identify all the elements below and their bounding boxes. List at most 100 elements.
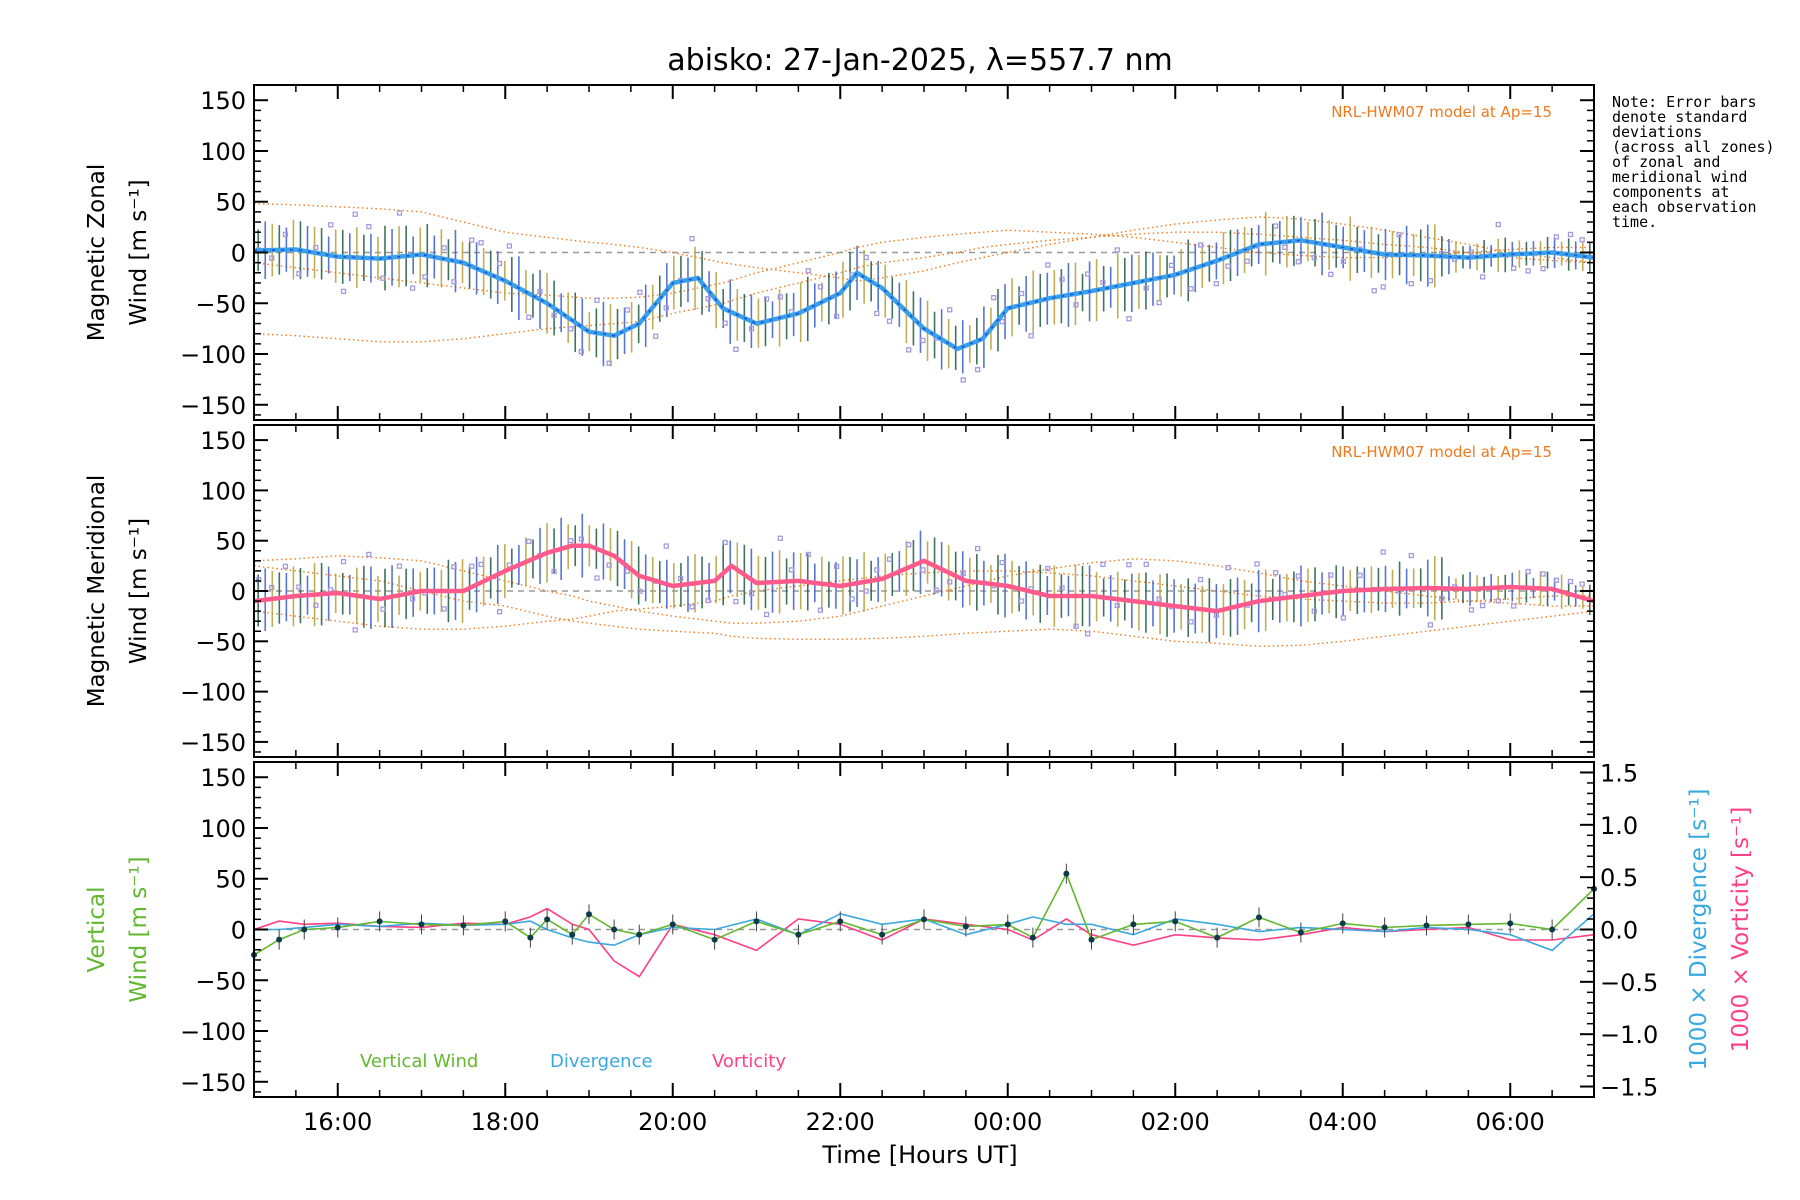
sample-point: [653, 333, 659, 339]
vertical-wind-point: [301, 926, 308, 933]
y-axis-label-line1: Magnetic Meridional: [84, 475, 110, 708]
y-axis-label-line2: Wind [m s⁻¹]: [126, 518, 152, 664]
sample-point: [1340, 615, 1347, 621]
sample-point: [1059, 276, 1065, 282]
panel-frame: [253, 84, 1595, 421]
sample-point: [920, 337, 926, 344]
y-tick-label: 100: [200, 477, 246, 505]
sample-point: [1188, 286, 1194, 292]
vertical-wind-point: [1029, 934, 1036, 941]
vertical-wind-point: [962, 923, 969, 930]
sample-point: [1244, 258, 1250, 264]
sample-point: [1579, 237, 1585, 243]
sample-point: [1495, 598, 1501, 604]
sample-point: [352, 627, 358, 633]
sample-point: [380, 606, 386, 612]
sample-point: [906, 347, 912, 353]
vertical-wind-point: [1130, 921, 1137, 928]
sample-point: [269, 255, 275, 261]
note-line: meridional wind: [1612, 168, 1747, 186]
vertical-wind-line: [253, 871, 1595, 956]
sample-point: [352, 211, 358, 217]
sample-point: [1073, 302, 1079, 308]
sample-point: [733, 598, 739, 605]
sample-point: [1168, 262, 1175, 269]
sample-point: [1254, 561, 1260, 567]
y2-tick-label: −1.0: [1600, 1021, 1658, 1049]
sample-point: [396, 563, 403, 569]
sample-point: [1553, 577, 1559, 583]
sample-point: [833, 563, 840, 570]
sample-point: [1495, 221, 1501, 228]
sample-point: [1427, 277, 1434, 284]
sample-point: [874, 567, 880, 573]
y-tick-label: −150: [180, 392, 246, 420]
sample-point: [748, 325, 755, 332]
sample-point: [441, 245, 447, 251]
note-line: components at: [1612, 183, 1729, 201]
sample-point: [663, 305, 669, 311]
sample-point: [1073, 623, 1079, 629]
sample-point: [1468, 607, 1475, 613]
vertical-wind-point: [1549, 926, 1556, 933]
sample-point: [478, 240, 484, 246]
sample-point: [1479, 274, 1486, 280]
vertical-wind-point: [418, 921, 425, 928]
sample-point: [469, 563, 475, 569]
sample-point: [906, 542, 912, 548]
sample-point: [396, 210, 403, 216]
sample-point: [624, 307, 630, 313]
sample-point: [366, 551, 372, 558]
sample-point: [886, 318, 893, 324]
panel-frame: [253, 424, 1595, 758]
vertical-wind-point: [460, 922, 467, 929]
vertical-wind-point: [1381, 924, 1388, 931]
x-tick-label: 06:00: [1476, 1108, 1545, 1136]
sample-point: [1380, 549, 1386, 555]
note-line: of zonal and: [1612, 153, 1720, 171]
sample-point: [409, 285, 416, 291]
vertical-wind-point: [837, 918, 844, 925]
sample-point: [568, 326, 574, 332]
sample-point: [920, 567, 926, 573]
sample-point: [340, 288, 347, 295]
sample-point: [960, 377, 966, 383]
sample-point: [1018, 290, 1025, 297]
zonal-mean-overlay: [253, 239, 1595, 350]
sample-point: [1540, 266, 1546, 272]
y-tick-label: 100: [200, 138, 246, 166]
sample-point: [817, 284, 824, 290]
sample-point: [1567, 231, 1574, 238]
sample-point: [733, 346, 739, 353]
vertical-wind-point: [1297, 929, 1304, 936]
vertical-wind-point: [1088, 936, 1095, 943]
sample-point: [1126, 562, 1132, 568]
y2-tick-label: −1.5: [1600, 1074, 1658, 1102]
legend-divergence: Divergence: [550, 1051, 653, 1072]
sample-point: [1188, 619, 1194, 625]
meridional-mean-line: [253, 543, 1595, 614]
y-axis-label-line1: Magnetic Zonal: [84, 164, 110, 342]
y-tick-label: 150: [200, 87, 246, 115]
panel-frame: [253, 761, 1595, 1098]
sample-point: [1340, 258, 1347, 265]
sample-point: [256, 577, 262, 583]
y-tick-label: −150: [180, 1069, 246, 1097]
legend-vorticity: Vorticity: [712, 1051, 786, 1072]
vertical-wind-point: [1465, 921, 1472, 928]
sample-point: [551, 568, 557, 575]
sample-point: [947, 307, 953, 313]
panel-meridional: NRL-HWM07 model at Ap=15 150 100 50 0 −50 −100…: [84, 424, 1595, 758]
sample-point: [578, 536, 584, 542]
sample-point: [1408, 552, 1414, 559]
sample-point: [777, 535, 783, 541]
sample-point: [624, 568, 630, 574]
sample-point: [722, 539, 728, 546]
sample-point: [496, 260, 503, 267]
vertical-wind-point: [586, 911, 592, 918]
sample-point: [1156, 596, 1162, 602]
sample-point: [594, 297, 600, 303]
sample-point: [282, 563, 289, 570]
divergence-axis-label: 1000 × Divergence [s⁻¹]: [1686, 788, 1712, 1070]
